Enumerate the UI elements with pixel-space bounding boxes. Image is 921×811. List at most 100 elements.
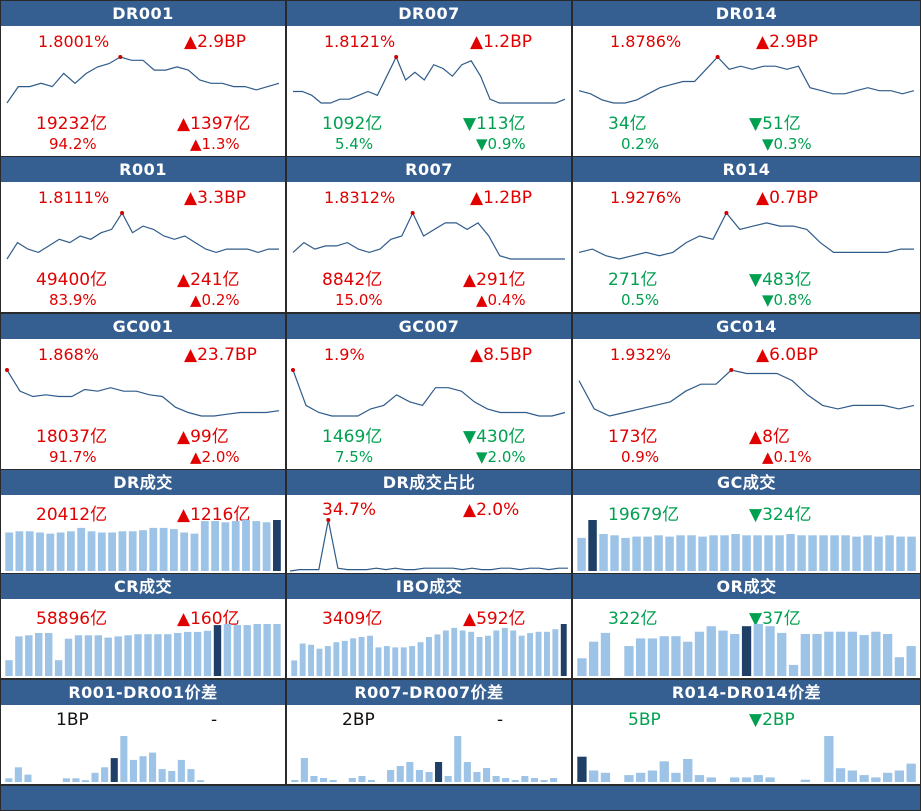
bar <box>134 634 142 676</box>
bar <box>383 646 390 676</box>
bar-highlight <box>577 756 587 782</box>
bar <box>883 772 893 782</box>
bar <box>200 521 209 571</box>
bar <box>871 631 881 676</box>
volume-change: ▼113亿 <box>463 114 526 134</box>
bar <box>434 634 441 676</box>
series-line <box>578 56 915 104</box>
bar <box>483 768 491 782</box>
r014-dr014-panel-r5c2: R014-DR014价差 5BP ▼2BP <box>572 679 921 785</box>
bar <box>665 536 674 571</box>
volume-change: ▼51亿 <box>749 114 801 134</box>
gc-bar-chart <box>577 520 916 571</box>
bar <box>15 636 23 676</box>
bar <box>527 633 533 676</box>
bar <box>101 767 109 782</box>
bar <box>819 535 828 571</box>
volume-change: ▲1397亿 <box>177 114 251 134</box>
bar <box>824 631 834 676</box>
volume-change: ▲291亿 <box>463 270 526 290</box>
bar <box>367 780 375 782</box>
bar <box>777 632 787 676</box>
bar <box>765 626 775 676</box>
highlight-point <box>715 55 720 59</box>
panel-title: OR成交 <box>573 574 920 599</box>
bar <box>800 634 810 676</box>
share-value: 0.9% <box>621 448 660 466</box>
cr-panel-r4c0: CR成交 58896亿 ▲160亿 <box>0 573 286 679</box>
bar <box>149 527 158 571</box>
bar <box>687 535 696 571</box>
rate-sparkline <box>293 55 566 104</box>
volume-change: ▲241亿 <box>177 270 240 290</box>
bar <box>589 641 599 676</box>
bar <box>812 634 822 676</box>
bar <box>444 776 452 782</box>
bar <box>671 772 681 782</box>
share-change: ▲2.0% <box>190 448 240 466</box>
bar <box>624 775 634 782</box>
bar <box>64 638 73 676</box>
series-line <box>293 55 566 104</box>
bar <box>316 648 323 676</box>
bar <box>149 752 157 782</box>
share-change: ▲1.3% <box>190 135 240 153</box>
bar <box>731 534 740 571</box>
cr-bar-chart <box>5 624 281 676</box>
bar-highlight <box>435 762 443 782</box>
bar <box>636 638 646 676</box>
or-panel-r4c2: OR成交 322亿 ▼37亿 <box>572 573 921 679</box>
rate-change: ▲1.2BP <box>470 32 533 52</box>
bar <box>54 660 63 676</box>
bar <box>654 535 663 571</box>
bar <box>358 776 366 782</box>
bar <box>324 646 331 676</box>
bar <box>197 780 205 782</box>
panel-title: DR014 <box>573 1 920 26</box>
bar <box>694 775 705 782</box>
bar <box>501 627 508 676</box>
highlight-point <box>326 518 331 522</box>
bar <box>406 762 414 782</box>
share-value: 91.7% <box>49 448 97 466</box>
bar <box>5 532 14 571</box>
bar <box>544 631 550 676</box>
highlight-point <box>410 211 415 215</box>
rate-change: ▲2.9BP <box>184 32 247 52</box>
panel-title: R001 <box>1 157 285 182</box>
series-line <box>292 211 565 260</box>
gc014-panel-r2c2: GC014 1.932% ▲6.0BP 173亿 ▲8亿 0.9% ▲0.1% <box>572 313 921 470</box>
r007-panel-r1c1: R007 1.8312% ▲1.2BP 8842亿 ▲291亿 15.0% ▲0.4% <box>286 156 572 313</box>
bar <box>120 736 128 782</box>
panel-title: R014 <box>573 157 920 182</box>
bar <box>72 778 80 782</box>
bar <box>485 635 491 676</box>
bar <box>159 527 168 571</box>
bar <box>174 633 182 676</box>
volume-change: ▼430亿 <box>463 427 526 447</box>
volume-value: 173亿 <box>608 427 658 447</box>
rate-sparkline <box>6 55 280 104</box>
bar <box>392 647 399 676</box>
bar <box>830 535 839 571</box>
share-value: 7.5% <box>335 448 374 466</box>
bar <box>863 535 872 571</box>
bar <box>786 534 795 571</box>
panel-title: R014-DR014价差 <box>573 680 920 705</box>
panel-title: R001-DR001价差 <box>1 680 285 705</box>
rate-sparkline <box>578 211 914 260</box>
bar <box>451 627 458 676</box>
bar <box>35 633 43 676</box>
rate-sparkline <box>6 211 279 260</box>
bar <box>550 778 558 782</box>
bar <box>426 637 432 676</box>
rate-sparkline <box>292 211 565 260</box>
rate-value: 1.8786% <box>610 32 682 51</box>
bar <box>81 780 89 782</box>
bar <box>187 769 195 782</box>
bar <box>859 635 869 676</box>
panel-title: R007 <box>287 157 571 182</box>
bar <box>835 631 846 676</box>
rate-value: 1.9% <box>324 345 365 364</box>
